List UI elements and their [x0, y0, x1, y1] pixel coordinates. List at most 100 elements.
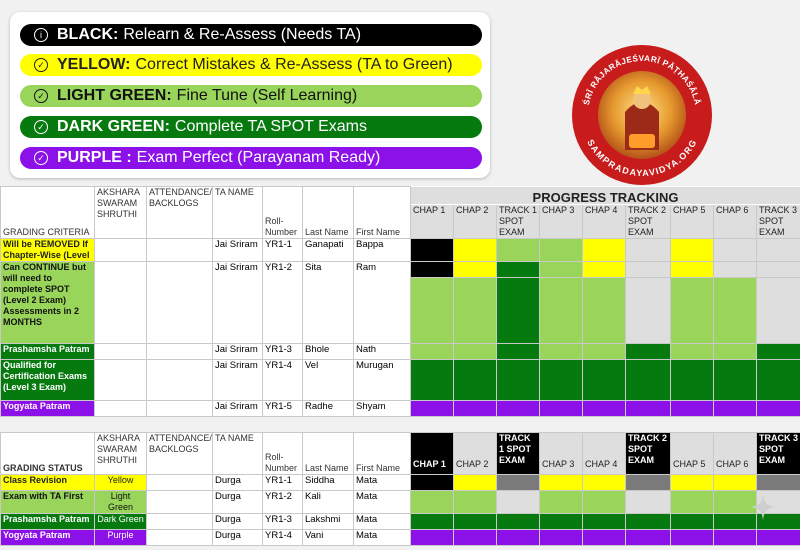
progress-cell — [670, 474, 714, 491]
progress-cell — [453, 238, 497, 262]
first-name-cell: Mata — [353, 513, 411, 530]
info-icon: i — [34, 28, 48, 42]
grading-criteria-cell: Prashamsha Patram — [0, 343, 95, 360]
ta-name-cell: Jai Sriram — [212, 261, 263, 344]
progress-cell — [539, 359, 583, 401]
roll-number-cell: YR1-1 — [262, 474, 303, 491]
legend-light-green-text: Fine Tune (Self Learning) — [176, 87, 358, 104]
progress-cell — [496, 261, 540, 278]
progress-cell — [625, 277, 671, 344]
progress-cell — [582, 513, 626, 530]
check-circle-icon: ✓ — [34, 120, 48, 134]
chapter-header: CHAP 1 — [410, 204, 454, 239]
progress-cell — [756, 529, 800, 546]
progress-cell — [453, 474, 497, 491]
grading-status-cell: Prashamsha Patram — [0, 513, 95, 530]
progress-table-criteria: GRADING CRITERIA AKSHARA SWARAM SHRUTHI … — [0, 186, 800, 417]
progress-cell — [539, 529, 583, 546]
attendance-cell — [146, 261, 213, 344]
progress-cell — [539, 343, 583, 360]
progress-cell — [582, 261, 626, 278]
chapter-header: CHAP 5 — [670, 204, 714, 239]
progress-cell — [625, 343, 671, 360]
chapter-header: CHAP 3 — [539, 204, 583, 239]
check-circle-icon: ✓ — [34, 151, 48, 165]
last-name-header: Last Name — [302, 186, 354, 239]
legend-card: i BLACK: Relearn & Re-Assess (Needs TA) … — [10, 12, 490, 178]
progress-cell — [625, 238, 671, 262]
grading-criteria-cell: Qualified for Certification Exams (Level… — [0, 359, 95, 401]
progress-cell — [496, 529, 540, 546]
progress-cell — [755, 277, 800, 344]
progress-cell — [713, 359, 757, 401]
progress-cell — [670, 490, 714, 514]
progress-cell — [755, 400, 800, 417]
ta-name-header: TA NAME — [212, 186, 263, 239]
check-circle-icon: ✓ — [34, 58, 48, 72]
pathashala-logo: ŚRĪ RĀJARĀJEŚVARĪ PĀṬHAŚĀLĀ SAMPRADAYAVI… — [572, 45, 712, 185]
chapter-header: TRACK 2 SPOT EXAM — [625, 204, 671, 239]
last-name-cell: Vani — [302, 529, 354, 546]
progress-cell — [453, 343, 497, 360]
legend-dark-green-label: DARK GREEN: — [57, 118, 170, 135]
progress-cell — [410, 238, 454, 262]
progress-cell — [756, 513, 800, 530]
legend-yellow-label: YELLOW: — [57, 56, 131, 73]
roll-number-cell: YR1-2 — [262, 490, 303, 514]
progress-cell — [539, 238, 583, 262]
progress-cell — [453, 277, 497, 344]
progress-cell — [625, 490, 671, 514]
progress-cell — [453, 490, 497, 514]
roll-number-cell: YR1-3 — [262, 513, 303, 530]
progress-cell — [756, 474, 800, 491]
progress-cell — [582, 400, 626, 417]
progress-cell — [625, 474, 671, 491]
legend-light-green: ✓ LIGHT GREEN: Fine Tune (Self Learning) — [20, 85, 482, 107]
progress-cell — [410, 490, 454, 514]
attendance-header: ATTENDANCE/ BACKLOGS — [146, 186, 213, 239]
progress-cell — [539, 474, 583, 491]
progress-cell — [410, 261, 454, 278]
progress-cell — [582, 277, 626, 344]
progress-cell — [713, 261, 757, 278]
progress-cell — [625, 400, 671, 417]
last-name-cell: Radhe — [302, 400, 354, 417]
legend-purple: ✓ PURPLE : Exam Perfect (Parayanam Ready… — [20, 147, 482, 169]
progress-cell — [496, 490, 540, 514]
first-name-header: First Name — [353, 186, 411, 239]
progress-cell — [670, 359, 714, 401]
progress-cell — [496, 359, 540, 401]
progress-tracking-header: PROGRESS TRACKING — [409, 186, 800, 205]
legend-black-label: BLACK: — [57, 26, 119, 43]
roll-number-cell: YR1-3 — [262, 343, 303, 360]
attendance-cell — [146, 359, 213, 401]
progress-cell — [539, 513, 583, 530]
progress-cell — [713, 474, 757, 491]
legend-yellow: ✓ YELLOW: Correct Mistakes & Re-Assess (… — [20, 54, 482, 76]
progress-cell — [582, 474, 626, 491]
roll-number-cell: YR1-1 — [262, 238, 303, 262]
ta-name-cell: Durga — [212, 513, 263, 530]
progress-cell — [756, 490, 800, 514]
progress-cell — [539, 490, 583, 514]
sparkle-icon — [750, 494, 776, 520]
progress-table-status: GRADING STATUS AKSHARA SWARAM SHRUTHI AT… — [0, 432, 800, 546]
progress-cell — [755, 359, 800, 401]
progress-cell — [582, 359, 626, 401]
progress-cell — [410, 529, 454, 546]
ta-name-cell: Durga — [212, 474, 263, 491]
level-color-cell: Dark Green — [94, 513, 147, 530]
progress-cell — [670, 529, 714, 546]
last-name-cell: Kali — [302, 490, 354, 514]
chapter-header: CHAP 4 — [582, 204, 626, 239]
progress-cell — [670, 343, 714, 360]
akshara-cell — [94, 261, 147, 344]
legend-light-green-label: LIGHT GREEN: — [57, 87, 172, 104]
progress-cell — [670, 400, 714, 417]
grading-criteria-header: GRADING CRITERIA — [0, 186, 95, 239]
last-name-header: Last Name — [302, 432, 354, 475]
progress-cell — [670, 261, 714, 278]
legend-dark-green: ✓ DARK GREEN: Complete TA SPOT Exams — [20, 116, 482, 138]
attendance-cell — [146, 400, 213, 417]
attendance-cell — [146, 474, 213, 491]
